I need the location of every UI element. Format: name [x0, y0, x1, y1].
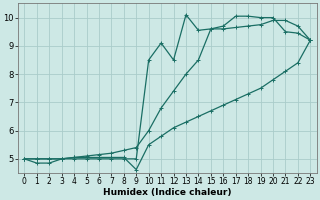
X-axis label: Humidex (Indice chaleur): Humidex (Indice chaleur)	[103, 188, 232, 197]
